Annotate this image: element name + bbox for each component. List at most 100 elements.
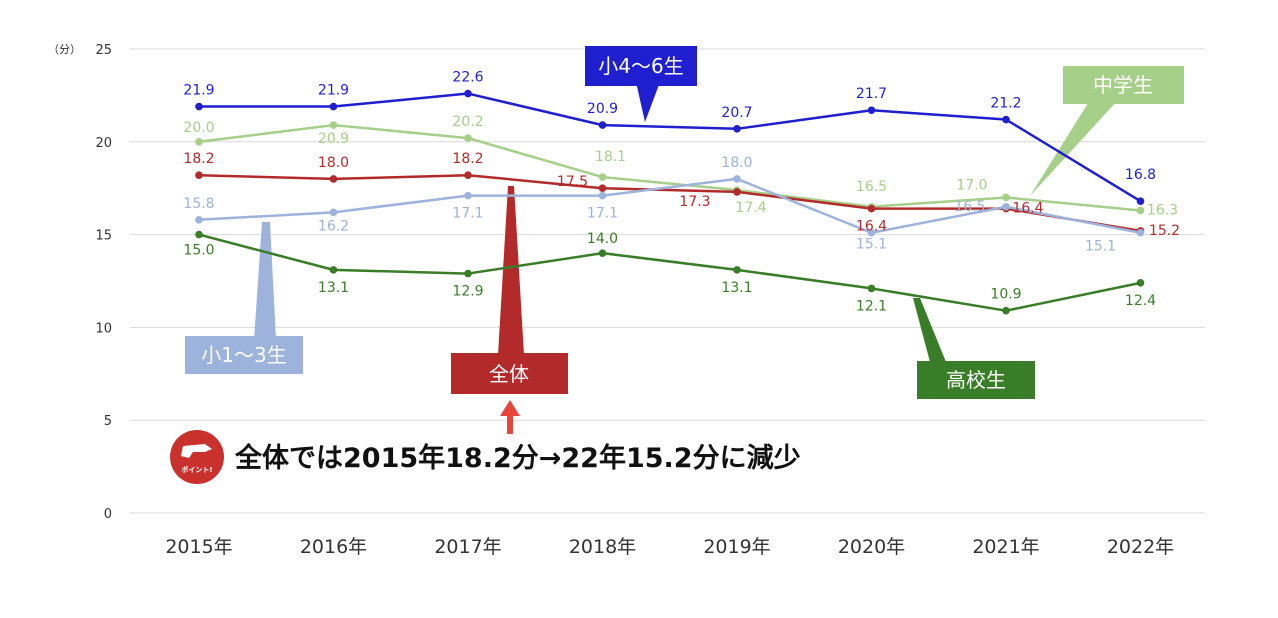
data-point: [195, 215, 203, 224]
data-label: 21.9: [183, 83, 214, 99]
x-tick-label: 2015年: [165, 536, 232, 558]
data-label: 15.8: [183, 196, 214, 212]
data-label: 14.0: [587, 231, 618, 247]
data-label: 17.4: [735, 200, 766, 216]
data-label: 17.3: [679, 194, 710, 210]
point-badge-text: ポイント!: [181, 465, 212, 474]
callout-label-high-school: 高校生: [946, 368, 1006, 392]
data-label: 20.0: [183, 120, 214, 136]
series-layer: [195, 89, 1145, 315]
x-tick-label: 2019年: [703, 536, 770, 558]
data-label: 12.4: [1125, 293, 1156, 309]
data-point: [464, 89, 472, 98]
callout-box-high-school: 高校生: [917, 361, 1035, 399]
data-point: [598, 249, 607, 257]
y-tick-label: 15: [95, 229, 112, 244]
y-tick-label: 20: [95, 136, 112, 151]
x-tick-label: 2022年: [1107, 536, 1174, 558]
data-label: 18.0: [318, 155, 349, 171]
data-point: [733, 125, 741, 133]
series-line: [198, 173, 1141, 233]
data-label: 16.3: [1147, 202, 1178, 218]
data-label: 20.9: [318, 131, 349, 147]
data-point: [1136, 228, 1145, 237]
data-label: 16.5: [954, 199, 985, 215]
y-tick-label: 0: [104, 507, 112, 522]
data-label: 15.1: [1085, 239, 1116, 255]
data-label: 16.8: [1125, 167, 1156, 183]
callout-label-overall: 全体: [489, 362, 529, 386]
callout-box-overall: 全体: [451, 353, 568, 394]
data-label: 13.1: [318, 280, 349, 296]
data-point: [195, 138, 203, 146]
callout-box-upper-elementary: 小4～6生: [585, 46, 697, 86]
data-point: [867, 284, 876, 293]
x-tick-label: 2017年: [434, 536, 501, 558]
data-label: 21.9: [318, 83, 349, 99]
data-point: [464, 171, 472, 180]
data-label: 22.6: [452, 70, 483, 86]
data-point: [1136, 197, 1145, 205]
data-labels: 21.9 21.9 22.6 20.9 20.7 21.7 21.2 16.8 20.0 20.9…: [183, 70, 1180, 315]
callout-pointer-junior-high: [1030, 100, 1118, 196]
data-point: [1136, 206, 1145, 215]
data-point: [464, 269, 472, 278]
data-label: 18.2: [183, 151, 214, 167]
data-point: [598, 121, 607, 129]
callout-box-junior-high: 中学生: [1063, 66, 1184, 104]
data-point: [733, 175, 741, 183]
callout-pointer-high-school: [913, 298, 946, 362]
data-label: 17.1: [587, 206, 618, 222]
data-label: 10.9: [990, 287, 1021, 303]
data-label: 18.1: [595, 149, 626, 165]
y-tick-label: 10: [95, 321, 112, 336]
series-line: [198, 177, 1141, 234]
data-label: 17.5: [557, 174, 588, 190]
y-tick-label: 25: [95, 43, 112, 58]
x-tick-label: 2018年: [569, 536, 636, 558]
y-tick-label: 5: [104, 414, 112, 429]
data-label: 16.4: [1012, 201, 1043, 217]
y-axis-ticks: 0 5 10 15 20 25: [95, 43, 112, 522]
data-label: 16.5: [856, 179, 887, 195]
data-label: 21.7: [856, 86, 887, 102]
data-point: [1002, 306, 1010, 315]
series-line: [199, 92, 1142, 203]
callout-label-upper-elementary: 小4～6生: [598, 54, 683, 78]
data-point: [598, 191, 607, 200]
data-label: 12.1: [856, 298, 887, 314]
data-point: [867, 228, 876, 237]
data-label: 20.2: [452, 114, 483, 130]
data-point: [1002, 202, 1010, 211]
data-label: 16.2: [318, 218, 349, 234]
data-point: [1002, 115, 1010, 124]
callout-label-lower-elementary: 小1～3生: [201, 343, 286, 367]
data-point: [329, 266, 338, 274]
data-point: [195, 171, 203, 180]
x-tick-label: 2020年: [838, 536, 905, 558]
data-label: 18.2: [452, 151, 483, 167]
data-point: [867, 204, 876, 213]
series-line: [198, 123, 1141, 212]
up-arrow-icon: [500, 400, 520, 434]
callout-box-lower-elementary: 小1～3生: [185, 336, 303, 374]
data-point: [1002, 193, 1010, 202]
data-point: [598, 184, 607, 192]
data-label: 17.0: [956, 177, 987, 193]
data-label: 12.9: [452, 284, 483, 300]
data-point: [464, 134, 472, 142]
data-label: 15.1: [856, 237, 887, 253]
data-point: [464, 191, 472, 200]
data-point: [329, 175, 338, 183]
data-label: 21.2: [990, 96, 1021, 112]
callout-pointer-lower-elementary: [636, 82, 660, 122]
data-point: [733, 188, 741, 196]
data-point: [329, 121, 338, 129]
x-tick-label: 2016年: [300, 536, 367, 558]
data-label: 18.0: [721, 155, 752, 171]
callout-pointer-overall: [498, 186, 524, 355]
data-point: [195, 230, 203, 239]
data-label: 16.4: [856, 219, 887, 235]
data-label: 17.1: [452, 206, 483, 222]
